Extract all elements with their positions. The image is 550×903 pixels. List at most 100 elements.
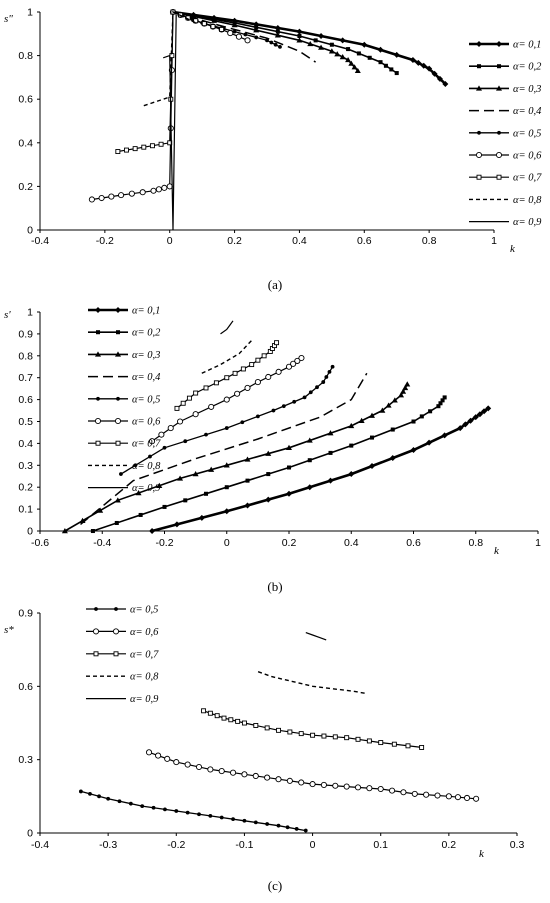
data-point [198, 514, 205, 521]
series-line [91, 11, 248, 201]
data-point [378, 740, 384, 746]
data-point [224, 426, 229, 430]
legend-marker [94, 417, 102, 425]
series-1 [78, 789, 308, 833]
data-point [145, 749, 153, 756]
data-point [208, 403, 215, 410]
data-point [330, 364, 335, 369]
x-tick-label: 0.1 [373, 839, 388, 851]
data-point [298, 354, 305, 362]
data-point [348, 422, 355, 429]
data-point [442, 395, 447, 400]
data-point [411, 419, 416, 424]
data-point [327, 430, 334, 436]
data-point [213, 380, 219, 386]
legend-label: α= 0,3 [513, 84, 541, 95]
legend-label: α= 0,2 [132, 328, 161, 339]
data-point [440, 398, 445, 403]
data-point [186, 395, 192, 401]
data-point [195, 763, 203, 771]
data-point [315, 385, 319, 390]
legend-label: α= 0,7 [513, 173, 542, 184]
series-5 [119, 364, 335, 476]
series-line [172, 11, 317, 63]
legend-marker [476, 41, 482, 47]
data-point [463, 794, 471, 802]
series-line [172, 11, 398, 74]
series-line [163, 14, 177, 231]
legend-marker [476, 85, 482, 91]
data-point [286, 444, 292, 450]
data-point [139, 189, 146, 196]
x-tick-label: 1 [535, 537, 541, 549]
data-point [265, 450, 272, 456]
data-point [321, 380, 326, 384]
data-point [158, 141, 164, 147]
legend-entry: α= 0,6 [88, 417, 161, 428]
series-line [201, 340, 253, 374]
data-point [241, 771, 248, 778]
data-point [161, 184, 168, 191]
legend-label: α= 0,9 [132, 483, 161, 494]
data-point [419, 744, 425, 750]
data-point [163, 807, 167, 812]
data-point [411, 790, 418, 797]
data-point [308, 390, 313, 395]
series-4 [257, 671, 368, 695]
y-tick-label: 0.3 [18, 754, 33, 766]
data-point [426, 439, 433, 446]
data-point [177, 418, 184, 425]
legend-marker [477, 130, 481, 135]
data-point [354, 784, 362, 791]
data-point [426, 65, 433, 72]
x-tick-label: -0.2 [155, 537, 173, 549]
series-line [220, 320, 234, 335]
data-point [271, 408, 276, 413]
data-point [133, 463, 138, 468]
legend-marker [115, 307, 121, 313]
data-point [177, 475, 184, 481]
data-point [167, 425, 174, 432]
data-point [310, 732, 316, 738]
data-point [378, 60, 383, 65]
legend-marker [496, 85, 502, 91]
data-point [296, 37, 303, 43]
data-point [436, 404, 441, 409]
y-tick-label: 0.7 [18, 372, 33, 384]
legend-marker [96, 330, 101, 335]
series-2 [90, 395, 447, 534]
data-point [232, 29, 237, 34]
data-point [162, 445, 167, 450]
data-point [400, 388, 407, 394]
y-tick-label: 0.6 [18, 94, 33, 106]
series-4 [80, 372, 368, 525]
data-point [243, 32, 248, 37]
data-point [235, 33, 242, 40]
data-point [223, 396, 230, 403]
data-point [97, 507, 104, 513]
data-point [114, 497, 121, 503]
legend-entry: α= 0,5 [86, 605, 158, 616]
series-line [257, 671, 368, 695]
x-tick-label: 0.2 [442, 839, 457, 851]
data-point [355, 736, 361, 742]
chart-panel-b: -0.6 -0.4 -0.2 0 0.2 0.4 0.6 0.8 1 0 0.1 0.2 0.3 0.4 0… [0, 300, 550, 600]
data-point [174, 405, 180, 411]
legend-entry: α= 0,2 [469, 62, 542, 73]
legend-entry: α= 0,8 [88, 461, 161, 472]
data-point [366, 738, 372, 744]
data-point [211, 17, 218, 23]
data-point [90, 529, 95, 534]
legend-label: α= 0,6 [132, 417, 161, 428]
legend-marker [496, 174, 502, 180]
data-point [241, 720, 247, 726]
data-point [232, 370, 238, 376]
data-point [379, 407, 386, 413]
series-3 [61, 381, 411, 534]
legend-marker [93, 651, 99, 657]
data-point [180, 400, 186, 406]
data-point [441, 432, 448, 439]
data-point [281, 404, 286, 409]
legend-label: α= 0,4 [132, 372, 161, 383]
data-point [231, 22, 238, 28]
